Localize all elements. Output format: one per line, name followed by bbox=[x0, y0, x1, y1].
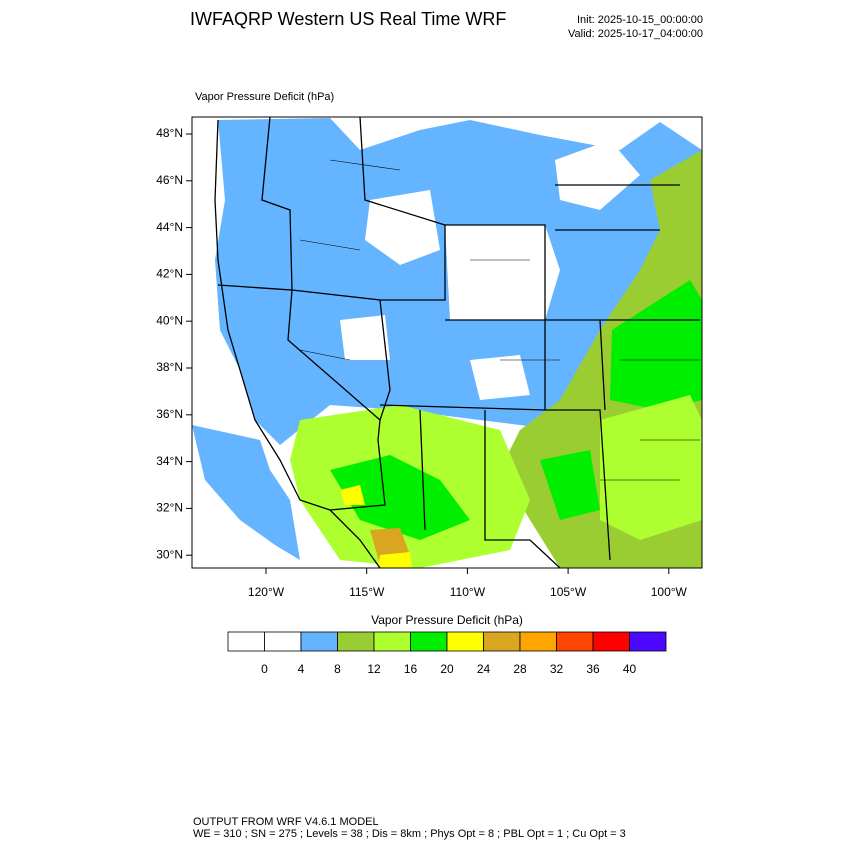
colorbar-label: 12 bbox=[367, 662, 381, 676]
colorbar-label: 32 bbox=[550, 662, 564, 676]
colorbar-box bbox=[483, 631, 521, 652]
colorbar-title: Vapor Pressure Deficit (hPa) bbox=[371, 613, 523, 627]
colorbar-label: 36 bbox=[586, 662, 600, 676]
map bbox=[192, 117, 702, 568]
colorbar-box bbox=[592, 631, 630, 652]
lat-label: 42°N bbox=[156, 267, 183, 281]
map-frame bbox=[191, 116, 703, 569]
colorbar-label: 40 bbox=[623, 662, 637, 676]
init-time: Init: 2025-10-15_00:00:00 bbox=[577, 14, 703, 26]
footer-line: OUTPUT FROM WRF V4.6.1 MODEL bbox=[193, 816, 379, 828]
lat-label: 38°N bbox=[156, 360, 183, 374]
colorbar-box bbox=[519, 631, 557, 652]
footer-line: WE = 310 ; SN = 275 ; Levels = 38 ; Dis … bbox=[193, 828, 626, 840]
lat-label: 36°N bbox=[156, 407, 183, 421]
colorbar-label: 0 bbox=[261, 662, 268, 676]
lat-label: 40°N bbox=[156, 313, 183, 327]
colorbar-label: 24 bbox=[477, 662, 491, 676]
lon-label: 100°W bbox=[651, 585, 688, 599]
colorbar-box bbox=[446, 631, 484, 652]
colorbar-label: 20 bbox=[440, 662, 454, 676]
colorbar-label: 28 bbox=[513, 662, 527, 676]
colorbar-box bbox=[556, 631, 594, 652]
colorbar-box bbox=[629, 631, 667, 652]
lat-label: 48°N bbox=[156, 126, 183, 140]
colorbar-box bbox=[410, 631, 448, 652]
colorbar: 0 4 8 12 16 20 24 28 32 36 40 bbox=[227, 631, 667, 676]
title: IWFAQRP Western US Real Time WRF bbox=[190, 9, 506, 29]
valid-time: Valid: 2025-10-17_04:00:00 bbox=[568, 28, 703, 40]
lat-label: 44°N bbox=[156, 220, 183, 234]
colorbar-label: 4 bbox=[298, 662, 305, 676]
lat-label: 34°N bbox=[156, 454, 183, 468]
colorbar-box bbox=[300, 631, 338, 652]
lat-label: 30°N bbox=[156, 547, 183, 561]
colorbar-box bbox=[373, 631, 411, 652]
colorbar-label: 16 bbox=[404, 662, 418, 676]
colorbar-box bbox=[227, 631, 265, 652]
lon-label: 120°W bbox=[248, 585, 285, 599]
colorbar-box bbox=[337, 631, 375, 652]
lat-label: 46°N bbox=[156, 173, 183, 187]
lon-label: 110°W bbox=[450, 585, 486, 599]
colorbar-box bbox=[264, 631, 302, 652]
map-label: Vapor Pressure Deficit (hPa) bbox=[195, 91, 334, 103]
map-ticks: 48°N 46°N 44°N 42°N 40°N 38°N 36°N 34°N 32°N 30°N… bbox=[156, 126, 687, 599]
lon-label: 115°W bbox=[349, 585, 385, 599]
lat-label: 32°N bbox=[156, 501, 183, 515]
lon-label: 105°W bbox=[550, 585, 587, 599]
colorbar-label: 8 bbox=[334, 662, 341, 676]
